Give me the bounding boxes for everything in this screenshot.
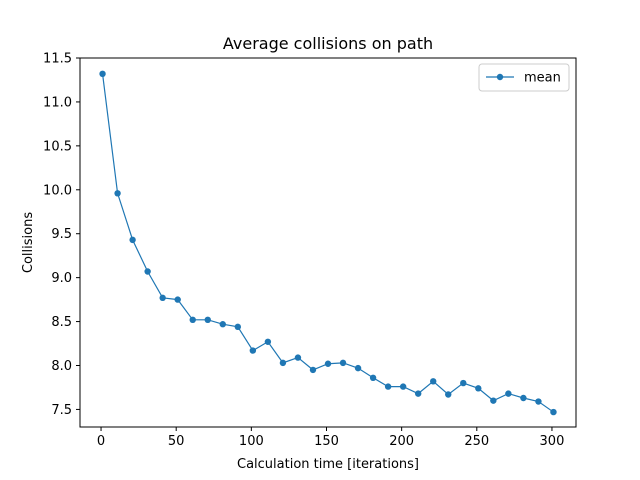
data-point: [354, 364, 362, 372]
x-tick-label: 0: [97, 434, 105, 449]
data-point: [430, 378, 437, 385]
data-point: [520, 394, 527, 402]
data-point: [445, 391, 452, 398]
legend: mean: [478, 63, 570, 92]
y-tick-label: 8.0: [51, 359, 72, 374]
x-tick-label: 200: [389, 434, 414, 449]
data-point: [550, 408, 557, 416]
data-point: [114, 190, 121, 197]
data-point: [294, 354, 302, 361]
data-point: [99, 70, 106, 78]
legend-box: [478, 63, 570, 92]
data-point: [399, 383, 407, 390]
x-tick-label: 250: [464, 434, 489, 449]
series-layer: [99, 70, 557, 416]
data-point: [414, 390, 422, 397]
data-point: [204, 316, 211, 324]
data-point: [144, 268, 151, 275]
data-point: [279, 359, 287, 367]
x-tick-label: 50: [168, 434, 185, 449]
data-point: [189, 316, 196, 324]
y-tick-label: 9.5: [51, 227, 72, 242]
y-axis-ticks: 7.5 8.0 8.5 9.0 9.5 10.0 10.5 11.0 11.5: [43, 52, 80, 418]
y-tick-label: 9.0: [51, 271, 72, 286]
data-point: [234, 323, 242, 331]
data-point: [309, 366, 317, 374]
data-point: [490, 397, 497, 404]
data-point: [369, 374, 377, 381]
data-point: [535, 398, 542, 405]
legend-label-mean: mean: [524, 71, 561, 86]
x-tick-label: 100: [239, 434, 264, 449]
y-tick-label: 10.5: [43, 139, 72, 154]
legend-marker-mean: [496, 73, 504, 81]
data-point: [249, 347, 257, 354]
y-tick-label: 10.0: [43, 183, 72, 198]
data-point: [324, 360, 332, 367]
y-axis-label: Collisions: [21, 212, 36, 273]
data-point: [475, 385, 482, 392]
data-point: [174, 296, 181, 303]
chart-title: Average collisions on path: [223, 34, 433, 53]
y-tick-label: 8.5: [51, 315, 72, 330]
data-point: [460, 379, 467, 387]
data-point: [264, 338, 272, 345]
x-axis-label: Calculation time [iterations]: [237, 457, 419, 472]
y-tick-label: 11.5: [43, 52, 72, 67]
data-point: [339, 359, 347, 367]
plot-area-frame: [79, 57, 577, 428]
y-tick-label: 7.5: [51, 403, 72, 418]
x-tick-label: 150: [314, 434, 339, 449]
data-point: [159, 294, 166, 302]
x-axis-ticks: 0 50 100 150 200 250 300: [97, 427, 564, 449]
data-point: [505, 390, 512, 397]
data-point: [219, 321, 226, 328]
data-point: [384, 383, 392, 390]
x-tick-label: 300: [540, 434, 565, 449]
y-tick-label: 11.0: [43, 95, 72, 110]
data-point: [129, 236, 136, 244]
